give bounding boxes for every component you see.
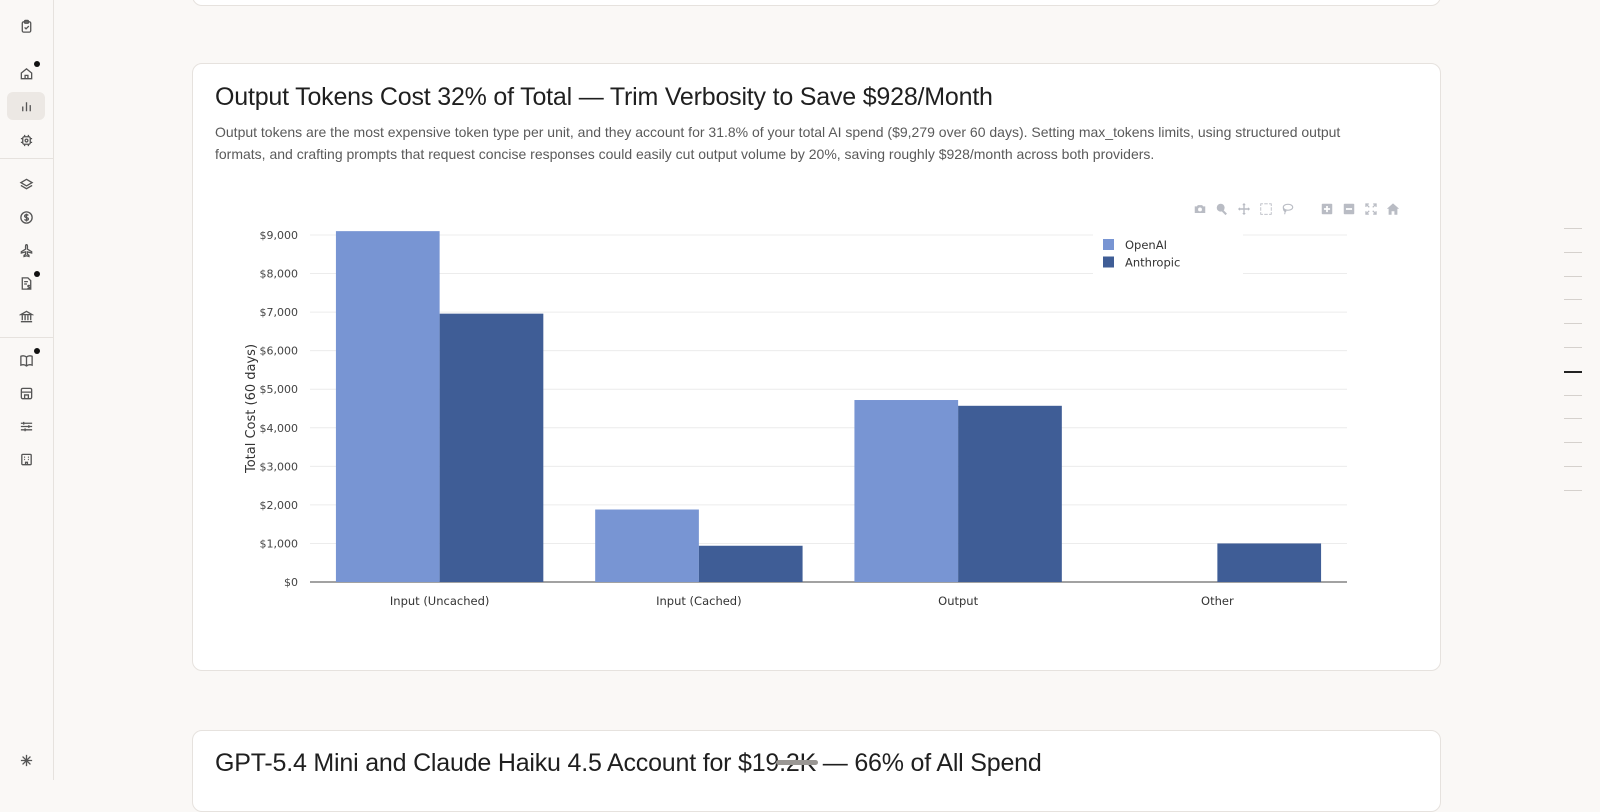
building-icon bbox=[20, 453, 32, 465]
section-tick[interactable] bbox=[1564, 323, 1582, 325]
section-tick[interactable] bbox=[1564, 275, 1582, 277]
legend-label-anthropic: Anthropic bbox=[1125, 256, 1180, 270]
sidebar-item-invoice[interactable] bbox=[7, 269, 45, 297]
sidebar-divider bbox=[0, 337, 53, 338]
dollar-icon bbox=[19, 210, 33, 224]
y-tick-label: $3,000 bbox=[260, 460, 299, 473]
chart-modebar bbox=[1192, 201, 1400, 216]
y-tick-label: $8,000 bbox=[260, 268, 299, 281]
zoom-in-icon[interactable] bbox=[1319, 201, 1334, 216]
invoice-icon bbox=[21, 276, 31, 290]
sparkle-icon bbox=[20, 754, 32, 766]
sidebar-item-dollar[interactable] bbox=[7, 203, 45, 231]
section-tick[interactable] bbox=[1564, 299, 1582, 301]
y-tick-label: $7,000 bbox=[260, 306, 299, 319]
insight-card: Output Tokens Cost 32% of Total — Trim V… bbox=[192, 63, 1441, 671]
pan-icon[interactable] bbox=[1236, 201, 1251, 216]
sidebar-item-cpu[interactable] bbox=[7, 126, 45, 154]
section-tick[interactable] bbox=[1564, 347, 1582, 348]
sidebar-item-home[interactable] bbox=[7, 59, 45, 87]
sidebar-item-clipboard[interactable] bbox=[7, 12, 45, 40]
section-tick[interactable] bbox=[1564, 418, 1582, 420]
bar-anthropic-0 bbox=[439, 313, 544, 582]
bar-openai-0 bbox=[335, 231, 440, 582]
y-tick-label: $6,000 bbox=[260, 345, 299, 358]
y-tick-label: $2,000 bbox=[260, 499, 299, 512]
previous-insight-card bbox=[192, 0, 1441, 6]
x-tick-label: Output bbox=[938, 594, 978, 608]
y-tick-label: $1,000 bbox=[260, 537, 299, 550]
legend-label-openai: OpenAI bbox=[1125, 238, 1167, 252]
section-tick[interactable] bbox=[1564, 251, 1582, 253]
sidebar-item-store[interactable] bbox=[7, 379, 45, 407]
y-tick-label: $0 bbox=[284, 576, 298, 589]
y-tick-label: $5,000 bbox=[260, 383, 299, 396]
sidebar bbox=[0, 0, 54, 780]
y-tick-label: $4,000 bbox=[260, 422, 299, 435]
section-tick[interactable] bbox=[1564, 466, 1582, 467]
sidebar-item-building[interactable] bbox=[7, 445, 45, 473]
next-insight-card: GPT-5.4 Mini and Claude Haiku 4.5 Accoun… bbox=[192, 730, 1441, 812]
x-tick-label: Other bbox=[1201, 594, 1234, 608]
x-tick-label: Input (Uncached) bbox=[390, 594, 489, 608]
lasso-icon[interactable] bbox=[1280, 201, 1295, 216]
legend-swatch-openai bbox=[1103, 239, 1114, 250]
notification-dot bbox=[34, 61, 40, 67]
next-insight-title: GPT-5.4 Mini and Claude Haiku 4.5 Accoun… bbox=[215, 749, 1042, 777]
scroll-handle[interactable] bbox=[776, 760, 818, 765]
y-tick-label: $9,000 bbox=[260, 229, 299, 242]
bar-openai-1 bbox=[595, 509, 699, 582]
clipboard-icon bbox=[21, 19, 31, 33]
bar-anthropic-3 bbox=[1217, 543, 1322, 582]
bar-openai-2 bbox=[854, 400, 959, 582]
sliders-icon bbox=[20, 421, 32, 431]
sidebar-item-bank[interactable] bbox=[7, 302, 45, 330]
section-tick[interactable] bbox=[1564, 370, 1582, 373]
insight-title: Output Tokens Cost 32% of Total — Trim V… bbox=[215, 83, 993, 111]
notification-dot bbox=[34, 271, 40, 277]
sidebar-divider bbox=[0, 158, 53, 159]
plane-icon bbox=[20, 243, 32, 257]
sidebar-item-layers[interactable] bbox=[7, 170, 45, 198]
bar-chart: $0 $1,000 $2,000 $3,000 $4,000 $5,000 $6,000 $7… bbox=[244, 229, 1347, 608]
zoom-icon[interactable] bbox=[1214, 201, 1229, 216]
legend bbox=[1093, 232, 1243, 276]
sidebar-item-sliders[interactable] bbox=[7, 412, 45, 440]
bar-anthropic-1 bbox=[698, 545, 803, 582]
section-tick[interactable] bbox=[1564, 489, 1582, 491]
sidebar-item-plane[interactable] bbox=[7, 236, 45, 264]
reset-axes-icon[interactable] bbox=[1385, 201, 1400, 216]
section-tick[interactable] bbox=[1564, 442, 1582, 444]
legend-swatch-anthropic bbox=[1103, 256, 1114, 268]
y-axis-label: Total Cost (60 days) bbox=[244, 344, 259, 474]
camera-icon[interactable] bbox=[1192, 201, 1207, 216]
x-tick-label: Input (Cached) bbox=[656, 594, 741, 608]
autoscale-icon[interactable] bbox=[1363, 201, 1378, 216]
bank-icon bbox=[18, 310, 34, 322]
bar-anthropic-2 bbox=[958, 405, 1062, 582]
sidebar-item-bar-chart[interactable] bbox=[7, 92, 45, 120]
zoom-out-icon[interactable] bbox=[1341, 201, 1356, 216]
layers-icon bbox=[19, 178, 33, 189]
section-tick[interactable] bbox=[1564, 228, 1582, 229]
store-icon bbox=[20, 387, 32, 399]
insight-description: Output tokens are the most expensive tok… bbox=[215, 124, 1341, 162]
cpu-icon bbox=[20, 134, 32, 146]
notification-dot bbox=[34, 348, 40, 354]
sidebar-item-sparkle[interactable] bbox=[7, 746, 45, 774]
bar-chart-icon bbox=[21, 101, 31, 111]
book-icon bbox=[19, 354, 33, 367]
section-tick[interactable] bbox=[1564, 394, 1582, 396]
sidebar-item-book[interactable] bbox=[7, 346, 45, 374]
home-icon bbox=[20, 67, 32, 79]
